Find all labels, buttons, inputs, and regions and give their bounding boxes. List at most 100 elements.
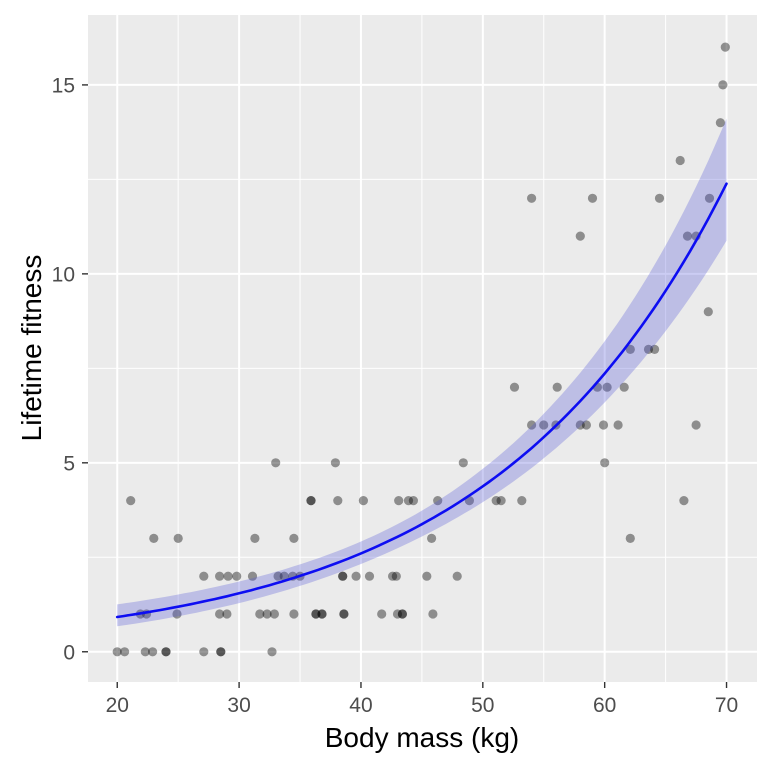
x-axis-tick-labels: 20 30 40 50 60 70 xyxy=(106,694,739,717)
data-point xyxy=(587,193,598,203)
data-point xyxy=(358,496,368,506)
data-point xyxy=(140,647,150,657)
data-point xyxy=(654,193,665,203)
x-tick-label: 60 xyxy=(593,694,616,717)
x-tick-label: 40 xyxy=(349,694,372,717)
data-point xyxy=(643,344,654,354)
x-tick-label: 70 xyxy=(715,694,738,717)
data-point xyxy=(148,647,158,657)
data-point xyxy=(602,382,612,392)
data-point xyxy=(351,571,361,581)
x-axis-tick-marks xyxy=(116,682,728,688)
data-point xyxy=(289,533,299,544)
data-point xyxy=(247,571,258,581)
data-point xyxy=(527,420,537,430)
data-point xyxy=(458,458,468,468)
y-tick-label: 0 xyxy=(63,641,75,664)
data-point xyxy=(397,609,407,619)
data-point xyxy=(377,609,387,619)
data-point xyxy=(496,496,506,506)
data-point xyxy=(517,496,527,506)
data-point xyxy=(262,609,272,619)
data-point xyxy=(391,571,401,581)
data-point xyxy=(392,609,403,619)
data-point xyxy=(333,496,343,506)
data-point xyxy=(271,458,281,468)
data-point xyxy=(273,571,283,581)
data-point xyxy=(452,571,462,581)
data-point xyxy=(625,344,635,354)
data-point xyxy=(232,571,242,581)
data-point xyxy=(704,193,715,203)
y-tick-label: 15 xyxy=(52,74,75,97)
data-point xyxy=(388,571,398,581)
data-point xyxy=(215,571,225,581)
data-point xyxy=(682,231,693,241)
data-point xyxy=(126,496,136,506)
data-point xyxy=(394,496,404,506)
data-point xyxy=(338,571,348,581)
data-point xyxy=(598,420,609,430)
data-point xyxy=(339,609,349,619)
trend-line xyxy=(115,182,728,619)
x-tick-label: 20 xyxy=(106,694,129,717)
data-point xyxy=(306,496,316,506)
data-point xyxy=(269,609,279,619)
data-point xyxy=(222,609,232,619)
data-point xyxy=(715,118,726,128)
data-point xyxy=(428,609,438,619)
y-axis-title: Lifetime fitness xyxy=(16,255,47,442)
data-point xyxy=(650,344,660,354)
data-point xyxy=(223,571,233,581)
data-point xyxy=(306,496,316,506)
data-point xyxy=(581,420,592,430)
data-point xyxy=(397,609,407,619)
data-point xyxy=(408,496,418,506)
minor-gridlines xyxy=(88,15,757,682)
x-tick-label: 30 xyxy=(227,694,250,717)
data-point xyxy=(267,647,277,657)
data-point xyxy=(718,80,728,90)
data-point xyxy=(552,382,562,392)
data-point xyxy=(149,533,159,544)
data-point xyxy=(539,420,549,430)
data-point xyxy=(491,496,501,506)
data-point xyxy=(311,609,321,619)
data-point xyxy=(339,609,349,619)
data-point xyxy=(509,382,520,392)
y-tick-label: 10 xyxy=(52,263,75,286)
data-point xyxy=(250,533,260,544)
data-point xyxy=(427,533,437,544)
data-point xyxy=(675,155,685,166)
data-point xyxy=(161,647,171,657)
y-axis-tick-marks xyxy=(82,84,88,653)
data-point xyxy=(338,571,348,581)
y-axis-tick-labels: 0 5 10 15 xyxy=(52,74,75,664)
data-point xyxy=(422,571,432,581)
data-point xyxy=(311,609,321,619)
data-point xyxy=(703,307,713,317)
data-point xyxy=(112,647,122,657)
data-point xyxy=(575,231,585,241)
data-point xyxy=(600,458,610,468)
data-point xyxy=(120,647,130,657)
data-point xyxy=(330,458,340,468)
data-point xyxy=(317,609,327,619)
x-tick-label: 50 xyxy=(471,694,494,717)
data-point xyxy=(527,193,537,203)
y-tick-label: 5 xyxy=(63,452,75,475)
data-point xyxy=(625,533,635,544)
data-point xyxy=(679,496,689,506)
data-point xyxy=(619,382,629,392)
data-point xyxy=(613,420,623,430)
scatter-points-layer xyxy=(112,42,730,657)
data-point xyxy=(199,647,209,657)
data-point xyxy=(279,571,289,581)
data-point xyxy=(720,42,730,52)
data-point xyxy=(215,609,225,619)
data-point xyxy=(691,420,701,430)
data-point xyxy=(433,496,443,506)
x-axis-title: Body mass (kg) xyxy=(325,722,520,753)
